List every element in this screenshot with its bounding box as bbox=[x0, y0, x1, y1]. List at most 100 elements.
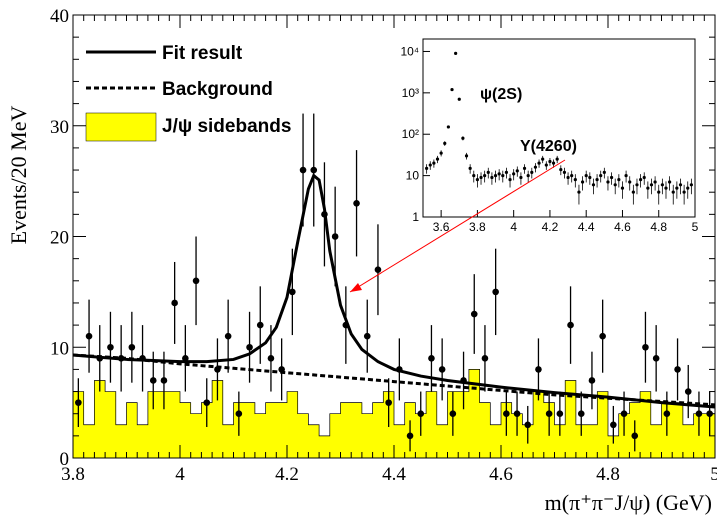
data-point bbox=[149, 377, 157, 384]
data-point bbox=[438, 366, 446, 373]
sideband-histogram bbox=[72, 369, 716, 459]
inset-data-point bbox=[595, 178, 599, 182]
legend-background-label: Background bbox=[162, 79, 273, 100]
inset-data-point bbox=[508, 178, 512, 182]
inset-y-tick-label: 10 bbox=[406, 169, 420, 183]
data-point bbox=[449, 410, 457, 418]
inset-data-point bbox=[660, 183, 664, 187]
inset-data-point bbox=[588, 175, 592, 180]
inset-data-point bbox=[562, 170, 567, 174]
inset-chart: 3.6 3.8 4 4.2 4.4 4.6 4.8 5 1 10 10² 10³ 10⁴ ψ(2S) Y… bbox=[400, 38, 699, 234]
inset-x-tick-label: 4.6 bbox=[614, 220, 631, 234]
inset-data-point bbox=[490, 175, 494, 180]
inset-data-point bbox=[493, 174, 498, 178]
data-point bbox=[481, 355, 489, 362]
inset-data-point bbox=[544, 163, 548, 167]
inset-y-tick-label: 1 bbox=[412, 210, 419, 224]
data-point bbox=[503, 410, 510, 418]
inset-y-tick-label: 10² bbox=[402, 127, 419, 141]
data-point bbox=[695, 410, 703, 418]
inset-background bbox=[423, 39, 695, 217]
sideband-histogram-fill bbox=[72, 369, 716, 459]
data-point bbox=[117, 355, 125, 362]
data-point bbox=[396, 366, 403, 373]
data-point bbox=[460, 377, 467, 384]
inset-data-point bbox=[464, 154, 469, 158]
data-point bbox=[246, 343, 253, 351]
data-point bbox=[406, 432, 414, 440]
inset-data-point bbox=[602, 170, 606, 174]
y-tick-label: 10 bbox=[50, 338, 69, 359]
inset-data-point bbox=[512, 172, 516, 176]
inset-data-point bbox=[591, 183, 596, 187]
x-tick-label: 4.6 bbox=[489, 464, 513, 485]
data-point bbox=[663, 410, 671, 418]
y-axis-title: Events/20 MeV bbox=[6, 106, 31, 245]
inset-data-point bbox=[548, 159, 552, 164]
inset-x-tick-label: 3.6 bbox=[433, 220, 450, 234]
data-point bbox=[107, 343, 114, 351]
data-point bbox=[192, 277, 200, 285]
inset-x-tick-label: 4.2 bbox=[542, 220, 559, 234]
inset-x-tick-label: 5 bbox=[692, 220, 699, 234]
inset-data-point bbox=[617, 178, 621, 182]
inset-x-tick-label: 3.8 bbox=[469, 220, 486, 234]
inset-data-point bbox=[461, 136, 465, 140]
inset-data-point bbox=[613, 183, 617, 187]
red-pointer-arrowhead bbox=[350, 283, 362, 292]
inset-data-point bbox=[682, 190, 686, 194]
data-point bbox=[289, 288, 296, 296]
data-point bbox=[256, 321, 264, 329]
inset-data-point bbox=[541, 157, 545, 161]
inset-data-point bbox=[555, 157, 559, 161]
inset-data-point bbox=[475, 178, 479, 182]
inset-data-point bbox=[457, 97, 461, 101]
data-point bbox=[620, 410, 628, 418]
data-point bbox=[535, 366, 542, 373]
inset-data-point bbox=[646, 186, 650, 190]
data-point bbox=[299, 166, 307, 174]
inset-data-point bbox=[468, 166, 472, 170]
x-axis-title: m(π⁺π⁻J/ψ) (GeV) bbox=[545, 490, 712, 515]
inset-x-tick-label: 4.8 bbox=[650, 220, 667, 234]
inset-x-tick-label: 4.4 bbox=[578, 220, 595, 234]
inset-data-point bbox=[678, 183, 683, 187]
inset-data-point bbox=[519, 175, 523, 180]
data-point bbox=[321, 211, 328, 218]
inset-data-point bbox=[530, 170, 534, 174]
data-point bbox=[610, 421, 617, 429]
data-point bbox=[75, 399, 82, 406]
inset-data-point bbox=[428, 163, 432, 167]
inset-data-point bbox=[657, 190, 661, 194]
data-point bbox=[599, 332, 606, 340]
data-point bbox=[278, 366, 285, 373]
data-point bbox=[342, 321, 350, 329]
data-point bbox=[96, 355, 104, 362]
inset-data-point bbox=[432, 161, 436, 165]
inset-data-point bbox=[526, 174, 530, 178]
inset-data-point bbox=[551, 161, 556, 165]
inset-data-point bbox=[664, 186, 668, 190]
data-point bbox=[588, 377, 596, 384]
inset-data-point bbox=[580, 180, 585, 184]
data-point bbox=[331, 233, 339, 240]
data-point bbox=[492, 288, 499, 296]
inset-data-point bbox=[515, 169, 519, 173]
x-tick-label: 4.8 bbox=[596, 464, 620, 485]
data-point bbox=[652, 355, 660, 362]
data-point bbox=[353, 199, 360, 207]
inset-data-point bbox=[671, 190, 675, 194]
data-point bbox=[85, 332, 93, 340]
x-tick-label: 3.8 bbox=[61, 464, 85, 485]
data-point bbox=[417, 410, 425, 418]
inset-data-point bbox=[559, 167, 563, 172]
inset-x-tick-label: 4 bbox=[510, 220, 517, 234]
x-tick-label: 4.2 bbox=[275, 464, 299, 485]
inset-data-point bbox=[439, 151, 443, 155]
data-point bbox=[556, 410, 564, 418]
legend: Fit result Background J/ψ sidebands bbox=[85, 43, 291, 142]
data-point bbox=[160, 377, 168, 384]
inset-data-point bbox=[497, 172, 501, 176]
main-chart: 3.8 4 4.2 4.4 4.6 4.8 5 0 10 20 30 40 m(π⁺π⁻J/ψ) (G… bbox=[6, 6, 717, 515]
